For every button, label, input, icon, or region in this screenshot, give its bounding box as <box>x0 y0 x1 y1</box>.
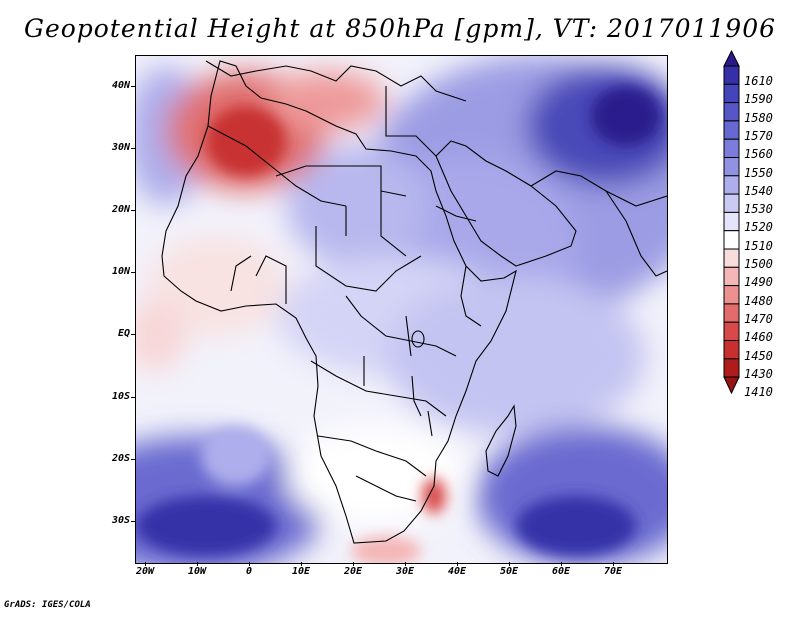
lon-label-10e: 10E <box>291 566 311 577</box>
colorbar-level-label: 1460 <box>744 330 773 345</box>
colorbar-swatch <box>723 211 740 232</box>
grads-credit: GrADS: IGES/COLA <box>4 600 91 610</box>
chart-title: Geopotential Height at 850hPa [gpm], VT:… <box>23 14 777 43</box>
lon-label-20e: 20E <box>343 566 363 577</box>
colorbar-level-label: 1450 <box>744 348 773 363</box>
lon-label-70e: 70E <box>603 566 623 577</box>
colorbar-level-label: 1570 <box>744 128 773 143</box>
colorbar-swatch <box>723 193 740 213</box>
height-field-extremes <box>136 86 661 563</box>
colorbar-level-label: 1610 <box>744 74 773 88</box>
colorbar-swatch <box>723 138 740 158</box>
lat-tick <box>131 86 135 87</box>
lon-label-40e: 40E <box>447 566 467 577</box>
lon-tick <box>561 562 562 566</box>
colorbar-level-label: 1560 <box>744 147 773 162</box>
lat-tick <box>131 397 135 398</box>
lon-tick <box>197 562 198 566</box>
lon-label-60e: 60E <box>551 566 571 577</box>
lon-label-10w: 10W <box>187 566 207 577</box>
lat-tick <box>131 334 135 335</box>
colorbar-swatch <box>723 376 740 395</box>
lon-tick <box>613 562 614 566</box>
lat-tick <box>131 459 135 460</box>
colorbar-swatch <box>723 303 740 323</box>
colorbar-swatch <box>723 50 740 67</box>
lat-label-20n: 20N <box>111 204 130 215</box>
lat-label-30s: 30S <box>111 515 130 526</box>
colorbar-level-label: 1580 <box>744 110 773 125</box>
colorbar-swatch <box>723 157 740 177</box>
colorbar-level-label: 1590 <box>744 92 773 107</box>
lon-label-50e: 50E <box>499 566 519 577</box>
lat-label-eq: EQ <box>117 328 130 339</box>
colorbar-swatch <box>723 285 740 305</box>
lat-label-10n: 10N <box>111 266 130 277</box>
colorbar-level-label: 1470 <box>744 311 773 326</box>
lat-tick <box>131 148 135 149</box>
colorbar-level-label: 1480 <box>744 293 773 308</box>
colorbar-swatch <box>723 175 740 195</box>
lon-tick <box>145 562 146 566</box>
colorbar-level-label: 1490 <box>744 275 773 290</box>
height-field-map <box>136 56 667 563</box>
lon-tick <box>301 562 302 566</box>
colorbar-swatch <box>723 230 740 250</box>
lon-label-30e: 30E <box>395 566 415 577</box>
colorbar-level-label: 1550 <box>744 165 773 180</box>
lon-tick <box>353 562 354 566</box>
colorbar-level-label: 1530 <box>744 202 773 217</box>
colorbar-swatch <box>723 102 740 122</box>
lon-tick <box>457 562 458 566</box>
lon-label-20w: 20W <box>135 566 155 577</box>
lat-label-10s: 10S <box>111 391 130 402</box>
lat-label-40n: 40N <box>111 80 130 91</box>
map-panel <box>135 55 668 564</box>
lat-tick <box>131 521 135 522</box>
colorbar-level-label: 1430 <box>744 366 773 381</box>
colorbar-level-label: 1500 <box>744 257 773 271</box>
colorbar-level-label: 1540 <box>744 183 773 198</box>
lon-tick <box>405 562 406 566</box>
lat-tick <box>131 272 135 273</box>
colorbar-swatch <box>723 120 740 140</box>
colorbar-level-label: 1510 <box>744 238 773 253</box>
colorbar-svg <box>723 50 740 395</box>
colorbar-swatch <box>723 321 740 342</box>
lon-tick <box>509 562 510 566</box>
colorbar-swatch <box>723 83 740 104</box>
colorbar-swatch <box>723 248 740 268</box>
colorbar-swatch <box>723 266 740 287</box>
lon-label-0: 0 <box>245 566 253 577</box>
lat-tick <box>131 210 135 211</box>
colorbar-swatch <box>723 340 740 360</box>
coastlines <box>161 60 667 544</box>
lon-tick <box>249 562 250 566</box>
lat-label-30n: 30N <box>111 142 130 153</box>
colorbar-level-label: 1410 <box>744 385 773 400</box>
height-field-shading <box>136 56 667 563</box>
colorbar-swatch <box>723 358 740 378</box>
lat-label-20s: 20S <box>111 453 130 464</box>
colorbar-level-label: 1520 <box>744 220 773 235</box>
colorbar-swatch <box>723 65 740 85</box>
